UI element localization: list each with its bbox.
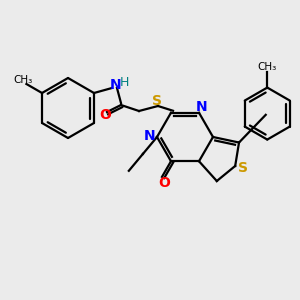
Text: S: S bbox=[152, 94, 162, 108]
Text: S: S bbox=[238, 161, 248, 175]
Text: N: N bbox=[110, 78, 122, 92]
Text: N: N bbox=[144, 129, 156, 143]
Text: N: N bbox=[196, 100, 208, 114]
Text: O: O bbox=[158, 176, 170, 190]
Text: O: O bbox=[99, 108, 111, 122]
Text: H: H bbox=[119, 76, 129, 88]
Text: CH₃: CH₃ bbox=[258, 61, 277, 72]
Text: CH₃: CH₃ bbox=[14, 75, 33, 85]
